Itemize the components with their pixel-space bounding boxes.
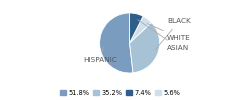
Legend: 51.8%, 35.2%, 7.4%, 5.6%: 51.8%, 35.2%, 7.4%, 5.6% <box>59 89 181 97</box>
Wedge shape <box>130 13 143 43</box>
Text: HISPANIC: HISPANIC <box>83 47 117 62</box>
Text: ASIAN: ASIAN <box>138 20 189 50</box>
Wedge shape <box>130 16 151 43</box>
Text: BLACK: BLACK <box>155 18 191 50</box>
Wedge shape <box>100 13 133 73</box>
Wedge shape <box>130 22 160 73</box>
Text: WHITE: WHITE <box>147 24 191 41</box>
